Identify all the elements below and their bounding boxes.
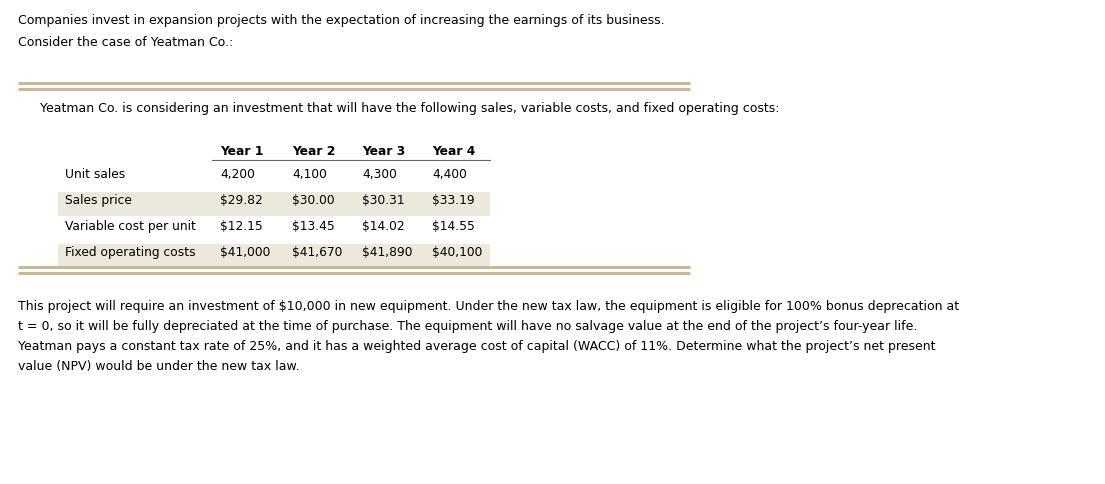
Text: $41,670: $41,670 <box>292 246 343 259</box>
Text: $14.02: $14.02 <box>362 220 404 233</box>
Text: 4,300: 4,300 <box>362 168 397 181</box>
Text: $30.00: $30.00 <box>292 194 335 207</box>
Text: Variable cost per unit: Variable cost per unit <box>65 220 196 233</box>
Text: $14.55: $14.55 <box>432 220 475 233</box>
Text: $29.82: $29.82 <box>220 194 263 207</box>
Text: 4,100: 4,100 <box>292 168 327 181</box>
Text: Year 3: Year 3 <box>362 145 406 158</box>
Text: Companies invest in expansion projects with the expectation of increasing the ea: Companies invest in expansion projects w… <box>18 14 664 27</box>
Text: value (NPV) would be under the new tax law.: value (NPV) would be under the new tax l… <box>18 360 299 373</box>
Text: $30.31: $30.31 <box>362 194 404 207</box>
Text: Consider the case of Yeatman Co.:: Consider the case of Yeatman Co.: <box>18 36 233 49</box>
Text: 4,400: 4,400 <box>432 168 467 181</box>
Text: Year 2: Year 2 <box>292 145 336 158</box>
Text: $41,000: $41,000 <box>220 246 271 259</box>
Text: t = 0, so it will be fully depreciated at the time of purchase. The equipment wi: t = 0, so it will be fully depreciated a… <box>18 320 917 333</box>
Text: Sales price: Sales price <box>65 194 131 207</box>
Text: Yeatman Co. is considering an investment that will have the following sales, var: Yeatman Co. is considering an investment… <box>40 102 779 115</box>
Text: Unit sales: Unit sales <box>65 168 125 181</box>
Text: Yeatman pays a constant tax rate of 25%, and it has a weighted average cost of c: Yeatman pays a constant tax rate of 25%,… <box>18 340 936 353</box>
Text: $40,100: $40,100 <box>432 246 483 259</box>
Text: Year 1: Year 1 <box>220 145 263 158</box>
Text: Fixed operating costs: Fixed operating costs <box>65 246 196 259</box>
Bar <box>57 192 490 216</box>
Text: $41,890: $41,890 <box>362 246 412 259</box>
Text: This project will require an investment of $10,000 in new equipment. Under the n: This project will require an investment … <box>18 300 959 313</box>
Bar <box>57 244 490 268</box>
Text: $13.45: $13.45 <box>292 220 335 233</box>
Text: Year 4: Year 4 <box>432 145 475 158</box>
Text: 4,200: 4,200 <box>220 168 255 181</box>
Text: $33.19: $33.19 <box>432 194 475 207</box>
Text: $12.15: $12.15 <box>220 220 263 233</box>
